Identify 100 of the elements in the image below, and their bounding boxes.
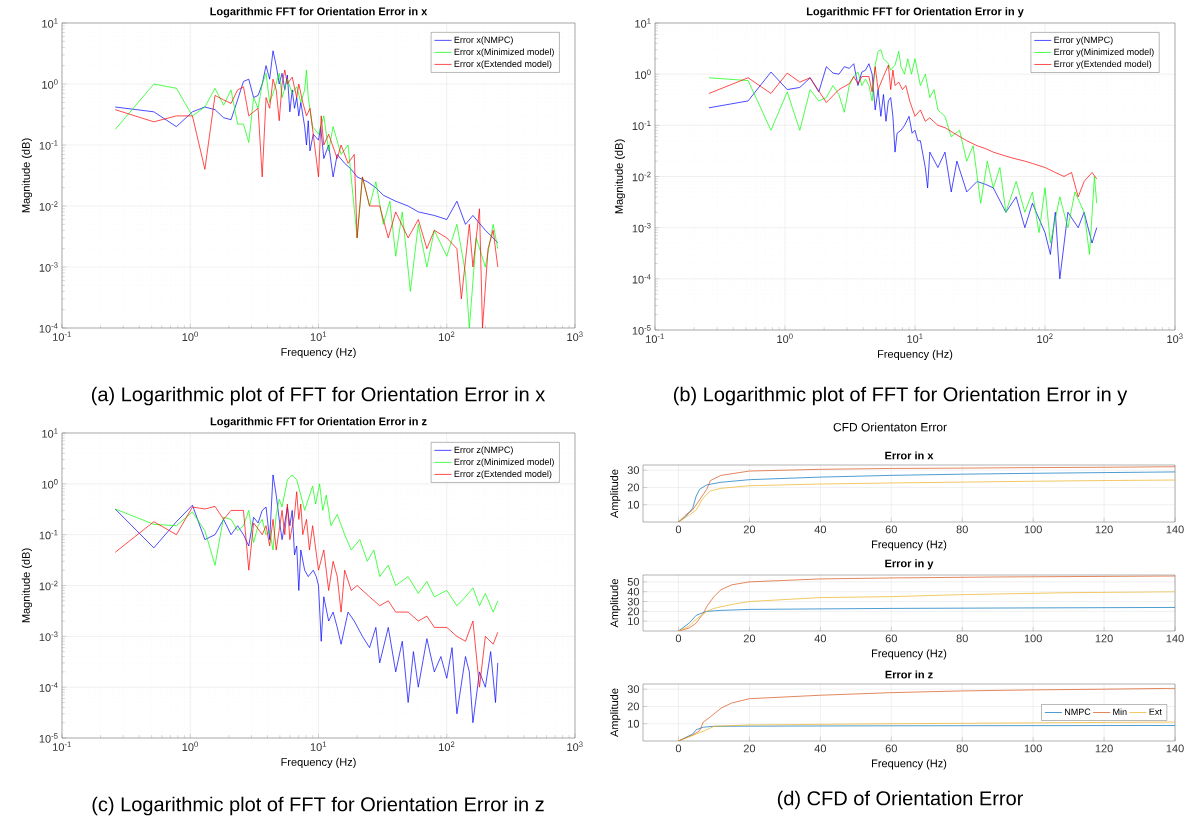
x-tick-label: 100 <box>1024 525 1042 534</box>
y-axis-title: Magnitude (dB) <box>21 138 33 213</box>
y-tick-label: 10$^{-2}$ <box>632 171 651 182</box>
x-tick-label: 10$^{3}$ <box>1167 333 1183 343</box>
legend-label: Error y(Extended model) <box>1054 60 1152 69</box>
y-tick-label: 20 <box>627 702 640 711</box>
y-axis-title: Amplitude <box>610 469 621 518</box>
y-tick-label: 40 <box>627 587 640 596</box>
x-tick-label: 20 <box>743 525 756 534</box>
line-series <box>678 479 1176 523</box>
x-axis-title: Frequency (Hz) <box>872 649 947 660</box>
y-tick-label: 10$^{-4}$ <box>39 323 58 333</box>
legend-label: Error z(Minimized model) <box>454 458 554 467</box>
y-tick-label: 30 <box>627 597 640 606</box>
y-tick-label: 10$^{1}$ <box>635 18 651 28</box>
y-tick-label: 10$^{-2}$ <box>39 201 58 211</box>
y-tick-label: 10 <box>628 617 640 626</box>
legend-label: Error z(NMPC) <box>454 446 513 455</box>
x-tick-label: 0 <box>675 525 682 534</box>
legend-label: Error x(NMPC) <box>454 36 513 45</box>
x-tick-label: 10$^{0}$ <box>777 333 793 343</box>
legend-label: Error x(Extended model) <box>454 60 552 69</box>
legend-label: Error x(Minimized model) <box>454 48 554 57</box>
x-tick-label: 20 <box>743 744 756 753</box>
y-tick-label: 10$^{-4}$ <box>39 682 58 692</box>
y-tick-label: 10$^{0}$ <box>635 69 651 79</box>
x-axis-title: Frequency (Hz) <box>872 540 947 551</box>
x-tick-label: 120 <box>1095 634 1113 643</box>
x-tick-label: 40 <box>814 525 827 534</box>
x-tick-label: 40 <box>814 634 827 643</box>
chart-title: Error in x <box>885 451 934 460</box>
x-axis-title: Frequency (Hz) <box>872 759 947 770</box>
y-tick-label: 20 <box>627 483 640 492</box>
x-tick-label: 10$^{3}$ <box>567 331 583 341</box>
x-tick-label: 10$^{3}$ <box>567 741 583 752</box>
x-axis-title: Frequency (Hz) <box>878 349 953 361</box>
x-tick-label: 10$^{2}$ <box>1037 333 1053 343</box>
text: (b) Logarithmic plot of FFT for Orientation Error in y <box>673 386 1128 406</box>
x-tick-label: 10$^{1}$ <box>310 331 327 341</box>
x-tick-label: 10$^{2}$ <box>439 331 455 341</box>
x-tick-label: 10$^{-1}$ <box>53 741 71 751</box>
legend-label: Error z(Extended model) <box>454 470 552 479</box>
chart-title: Logarithmic FFT for Orientation Error in y <box>806 7 1024 18</box>
line-series <box>678 607 1176 632</box>
y-tick-label: 30 <box>627 466 640 475</box>
x-tick-label: 0 <box>675 744 682 753</box>
text: (d) CFD of Orientation Error <box>777 790 1024 810</box>
x-tick-label: 10$^{0}$ <box>182 741 198 752</box>
x-tick-label: 60 <box>885 634 897 643</box>
line-series <box>678 687 1176 742</box>
x-tick-label: 10$^{-1}$ <box>646 333 664 343</box>
chart-title: Error in z <box>885 670 933 679</box>
x-tick-label: 60 <box>885 525 897 534</box>
text: (a) Logarithmic plot of FFT for Orientation Error in x <box>91 386 546 406</box>
chart-title: Logarithmic FFT for Orientation Error in x <box>210 7 428 18</box>
y-axis-title: Magnitude (dB) <box>21 548 33 623</box>
x-tick-label: 80 <box>956 634 968 643</box>
x-tick-label: 10$^{-1}$ <box>53 331 71 341</box>
y-tick-label: 10$^{0}$ <box>42 479 58 489</box>
legend-label: Min <box>1113 708 1127 716</box>
x-tick-label: 10$^{1}$ <box>907 333 923 343</box>
x-tick-label: 0 <box>675 634 682 643</box>
y-tick-label: 10 <box>628 500 640 509</box>
y-tick-label: 10$^{-3}$ <box>632 222 651 233</box>
chart-title: Error in y <box>885 559 934 570</box>
x-tick-label: 140 <box>1166 744 1184 753</box>
y-tick-label: 10$^{1}$ <box>42 428 58 438</box>
x-tick-label: 10$^{1}$ <box>310 741 327 751</box>
y-tick-label: 50 <box>627 578 640 586</box>
x-tick-label: 80 <box>956 525 968 534</box>
y-tick-label: 30 <box>627 685 640 694</box>
x-tick-label: 120 <box>1095 744 1113 753</box>
x-tick-label: 60 <box>885 744 897 753</box>
x-tick-label: 120 <box>1095 525 1113 534</box>
y-tick-label: 10$^{-5}$ <box>39 733 58 743</box>
y-tick-label: 10$^{-1}$ <box>39 140 58 150</box>
legend-label: Error y(Minimized model) <box>1054 48 1154 57</box>
x-tick-label: 10$^{0}$ <box>182 331 198 341</box>
y-tick-label: 10$^{-1}$ <box>632 120 651 131</box>
legend-label: NMPC <box>1065 708 1091 715</box>
y-tick-label: 10$^{-3}$ <box>39 631 58 642</box>
y-tick-label: 10$^{-3}$ <box>39 262 58 272</box>
y-tick-label: 10 <box>628 719 640 728</box>
y-tick-label: 10$^{-5}$ <box>632 325 651 335</box>
chart-title: Logarithmic FFT for Orientation Error in z <box>210 417 427 428</box>
legend-label: Ext <box>1149 708 1162 715</box>
text: CFD Orientaton Error <box>833 422 947 432</box>
legend-label: Error y(NMPC) <box>1054 36 1113 45</box>
y-axis-title: Amplitude <box>610 579 621 628</box>
y-axis-title: Amplitude <box>610 688 621 737</box>
x-tick-label: 80 <box>956 744 968 753</box>
x-tick-label: 40 <box>814 744 827 753</box>
x-tick-label: 100 <box>1024 634 1042 643</box>
y-tick-label: 10$^{1}$ <box>42 18 58 28</box>
y-axis-title: Magnitude (dB) <box>614 139 626 214</box>
x-axis-title: Frequency (Hz) <box>281 757 356 769</box>
y-tick-label: 10$^{-2}$ <box>39 580 58 591</box>
x-axis-title: Frequency (Hz) <box>281 347 356 359</box>
y-tick-label: 10$^{-4}$ <box>632 274 651 284</box>
x-tick-label: 140 <box>1166 634 1184 643</box>
